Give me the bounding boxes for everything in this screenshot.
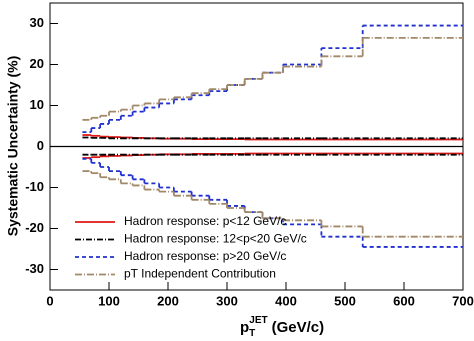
x-label-base: p — [240, 319, 249, 336]
x-tick-label: 400 — [275, 293, 297, 308]
x-tick-label: 600 — [393, 293, 415, 308]
y-tick-label: -10 — [25, 179, 44, 194]
x-tick-label: 100 — [98, 293, 120, 308]
y-axis-label: Systematic Uncertainty (%) — [5, 56, 21, 237]
legend-label: Hadron response: p<12 GeV/c — [124, 214, 286, 228]
legend-label: pT Independent Contribution — [124, 267, 276, 281]
x-label-sub: T — [249, 328, 255, 339]
x-tick-label: 700 — [452, 293, 474, 308]
y-tick-label: 0 — [37, 138, 44, 153]
x-tick-label: 0 — [46, 293, 53, 308]
x-tick-label: 300 — [216, 293, 238, 308]
y-tick-label: 30 — [30, 15, 44, 30]
legend-label: Hadron response: p>20 GeV/c — [124, 249, 286, 263]
y-tick-label: -20 — [25, 220, 44, 235]
legend-label: Hadron response: 12<p<20 GeV/c — [124, 232, 307, 246]
x-label-sup: JET — [249, 315, 267, 326]
x-label-unit: (GeV/c) — [272, 319, 325, 336]
y-tick-label: -30 — [25, 261, 44, 276]
y-tick-label: 20 — [30, 56, 44, 71]
y-tick-label: 10 — [30, 97, 44, 112]
x-tick-label: 500 — [334, 293, 356, 308]
x-tick-label: 200 — [157, 293, 179, 308]
x-axis-label: pT JET (GeV/c) — [240, 315, 324, 339]
